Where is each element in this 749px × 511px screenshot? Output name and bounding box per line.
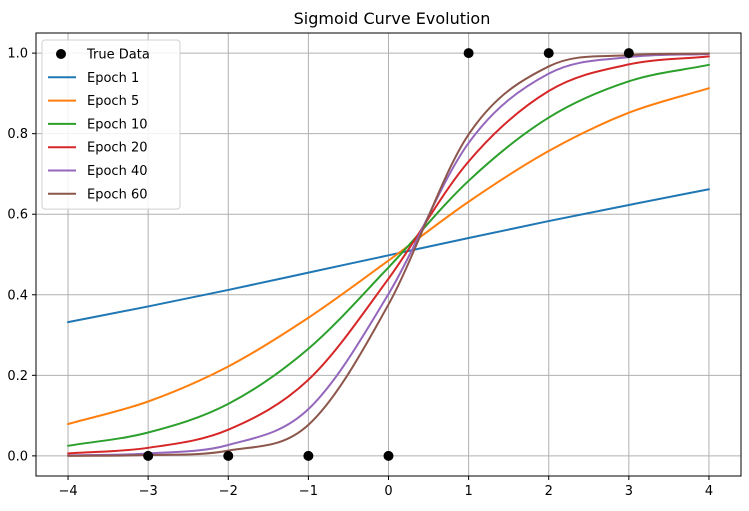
x-tick-label: −4 — [58, 484, 77, 499]
legend-label: Epoch 20 — [87, 141, 147, 156]
x-tick-label: −3 — [139, 484, 158, 499]
true-data-points — [143, 48, 634, 461]
true-data-point — [543, 48, 554, 59]
x-tick-label: 4 — [705, 484, 713, 499]
x-tick-label: 3 — [625, 484, 633, 499]
y-tick-label: 0.6 — [7, 208, 28, 223]
series-line-epoch-1 — [67, 188, 710, 324]
x-tick-label: 2 — [545, 484, 553, 499]
legend-marker-true-data — [56, 49, 66, 59]
series-line-epoch-20 — [67, 55, 710, 455]
series-line-epoch-10 — [67, 63, 710, 447]
series-line-epoch-40 — [67, 52, 710, 457]
legend-box — [41, 39, 181, 210]
legend-label: Epoch 5 — [87, 94, 139, 109]
series-line-epoch-5 — [67, 87, 710, 426]
true-data-point — [303, 450, 314, 461]
legend-label: Epoch 40 — [87, 164, 147, 179]
y-tick-label: 0.8 — [7, 127, 28, 142]
x-tick-label: −1 — [299, 484, 318, 499]
x-tick-label: −2 — [219, 484, 238, 499]
legend: True Data Epoch 1 Epoch 5 Epoch 10 Epoch 20 E… — [41, 39, 181, 210]
true-data-point — [383, 450, 394, 461]
x-tick-label: 0 — [384, 484, 392, 499]
plot-series — [67, 52, 710, 457]
true-data-point — [623, 48, 634, 59]
legend-label: Epoch 10 — [87, 117, 147, 132]
chart-title: Sigmoid Curve Evolution — [294, 9, 491, 28]
legend-label: Epoch 60 — [87, 187, 147, 202]
y-tick-label: 1.0 — [7, 47, 28, 62]
y-tick-label: 0.4 — [7, 288, 28, 303]
y-tick-label: 0.0 — [7, 449, 28, 464]
true-data-point — [463, 48, 474, 59]
y-tick-label: 0.2 — [7, 369, 28, 384]
true-data-point — [223, 450, 234, 461]
axis-ticks: −4 −3 −2 −1 0 1 2 3 4 0.0 0.2 0.4 0.6 0.8 1.0 — [7, 47, 713, 499]
true-data-point — [143, 450, 154, 461]
x-tick-label: 1 — [464, 484, 472, 499]
legend-label: True Data — [86, 48, 150, 63]
legend-label: Epoch 1 — [87, 71, 139, 86]
series-line-epoch-60 — [67, 52, 710, 457]
